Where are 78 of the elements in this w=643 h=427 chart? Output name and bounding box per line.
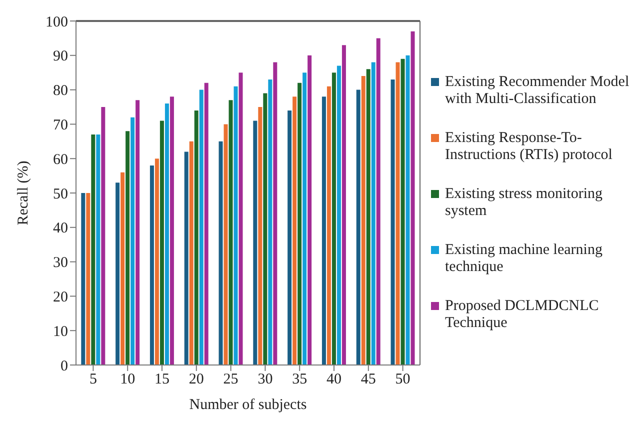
bar: [194, 110, 198, 365]
bar: [263, 93, 268, 365]
bar: [361, 76, 366, 365]
x-tick-label: 50: [395, 372, 410, 388]
x-tick-label: 20: [188, 372, 204, 388]
x-tick-label: 25: [223, 372, 238, 388]
x-tick-label: 5: [89, 372, 97, 388]
legend-label: Proposed DCLMDCNLC Technique: [445, 298, 600, 332]
x-tick-label: 15: [154, 372, 170, 388]
bar: [406, 55, 410, 365]
bar: [410, 31, 415, 365]
x-tick-label: 30: [258, 372, 273, 388]
bar: [86, 193, 90, 365]
y-tick-label: 40: [53, 220, 68, 237]
bar: [356, 90, 360, 365]
bar: [116, 182, 120, 365]
bar: [326, 86, 331, 365]
bar: [130, 117, 135, 365]
y-tick-label: 0: [60, 358, 68, 374]
bar: [253, 120, 258, 365]
bar: [154, 158, 159, 365]
bar: [371, 62, 376, 365]
bar: [292, 96, 297, 365]
y-tick-label: 80: [53, 83, 68, 100]
y-tick-label: 20: [53, 290, 68, 306]
bar: [336, 66, 341, 365]
bar: [150, 165, 154, 365]
legend-label: Existing machine learning technique: [445, 242, 604, 276]
legend-label: Existing stress monitoring system: [445, 186, 604, 220]
legend-label: Existing Response-To-Instructions (RTIs) protocol: [445, 130, 614, 164]
x-axis-title: Number of subjects: [189, 397, 307, 413]
bar: [120, 172, 125, 365]
bar: [160, 120, 164, 365]
x-tick-label: 45: [360, 372, 376, 388]
bar: [234, 86, 238, 365]
bar: [126, 131, 130, 365]
bar: [332, 72, 336, 365]
bar: [81, 193, 86, 365]
bar: [204, 82, 208, 365]
bar: [199, 90, 204, 365]
y-tick-label: 10: [53, 324, 68, 340]
bar: [228, 100, 233, 365]
bar: [366, 69, 370, 365]
bar: [164, 104, 169, 365]
y-tick-label: 100: [46, 14, 68, 30]
bar: [101, 107, 106, 365]
bar: [96, 134, 100, 365]
legend-label: Existing Recommender Model with Multi-Classification: [445, 74, 630, 108]
y-tick-label: 50: [53, 186, 68, 202]
bar: [189, 141, 194, 365]
bar: [376, 38, 380, 365]
bar: [258, 107, 262, 365]
bar: [273, 62, 278, 365]
bar: [396, 62, 400, 365]
y-tick-label: 60: [53, 152, 68, 168]
bar: [400, 58, 405, 365]
y-tick-label: 30: [53, 255, 68, 272]
bar: [322, 96, 326, 365]
bar: [302, 72, 307, 365]
bar: [308, 55, 312, 365]
bar: [238, 72, 243, 365]
bar: [298, 82, 302, 365]
x-tick-label: 40: [326, 372, 342, 388]
bar: [224, 124, 228, 365]
y-tick-label: 90: [53, 48, 68, 65]
bar: [184, 152, 188, 365]
y-axis-title: Recall (%): [15, 160, 32, 226]
y-tick-label: 70: [53, 118, 68, 134]
bar: [170, 96, 174, 365]
bar: [390, 79, 395, 365]
x-tick-label: 10: [120, 372, 136, 388]
bar: [136, 100, 140, 365]
bar: [268, 79, 272, 365]
bar: [91, 134, 96, 365]
bar: [288, 110, 292, 365]
bar: [342, 45, 346, 365]
bar: [218, 141, 223, 365]
x-tick-label: 35: [292, 372, 308, 388]
